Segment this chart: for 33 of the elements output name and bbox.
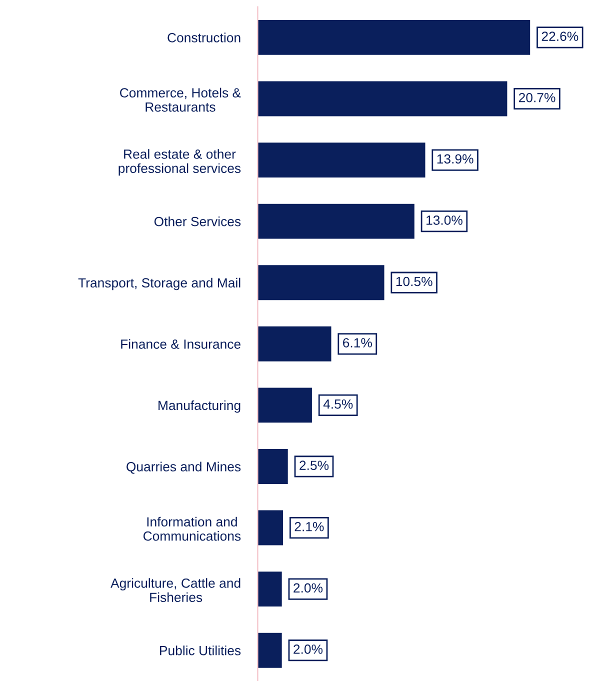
- y-tick-label: Public Utilities: [160, 646, 241, 656]
- data-label: 13.9%: [437, 154, 474, 164]
- bar: [258, 510, 284, 546]
- y-tick-label: Quarries and Mines: [126, 462, 241, 474]
- bar: [258, 142, 426, 178]
- y-tick-label: Information and Communications: [143, 516, 241, 541]
- y-tick-label: Real estate & other professional services: [118, 149, 241, 176]
- y-tick-label: Construction: [168, 32, 240, 42]
- data-label: 13.0%: [426, 216, 462, 225]
- bar: [258, 572, 282, 607]
- y-tick-label: Agriculture, Cattle and Fisheries: [110, 578, 240, 602]
- y-tick-label: Finance & Insurance: [121, 339, 240, 349]
- data-label: 4.5%: [323, 399, 353, 409]
- data-label: 22.6%: [542, 32, 578, 41]
- data-label: 2.5%: [300, 460, 329, 470]
- bar: [258, 20, 530, 55]
- bar: [258, 204, 414, 239]
- data-label: 2.0%: [294, 583, 323, 593]
- bar: [258, 81, 508, 116]
- y-tick-label: Transport, Storage and Mail: [78, 278, 240, 290]
- y-tick-label: Other Services: [154, 216, 241, 226]
- bar: [258, 388, 312, 423]
- data-label: 2.0%: [294, 644, 323, 654]
- y-tick-label: Commerce, Hotels & Restaurants: [120, 88, 241, 112]
- data-label: 2.1%: [294, 522, 324, 532]
- bar: [258, 449, 288, 484]
- bar: [258, 632, 282, 668]
- bar: [258, 265, 384, 300]
- bar: [258, 326, 332, 362]
- y-tick-label: Manufacturing: [158, 400, 240, 413]
- data-label: 6.1%: [343, 338, 372, 348]
- data-label: 10.5%: [396, 276, 432, 286]
- data-label: 20.7%: [518, 92, 556, 102]
